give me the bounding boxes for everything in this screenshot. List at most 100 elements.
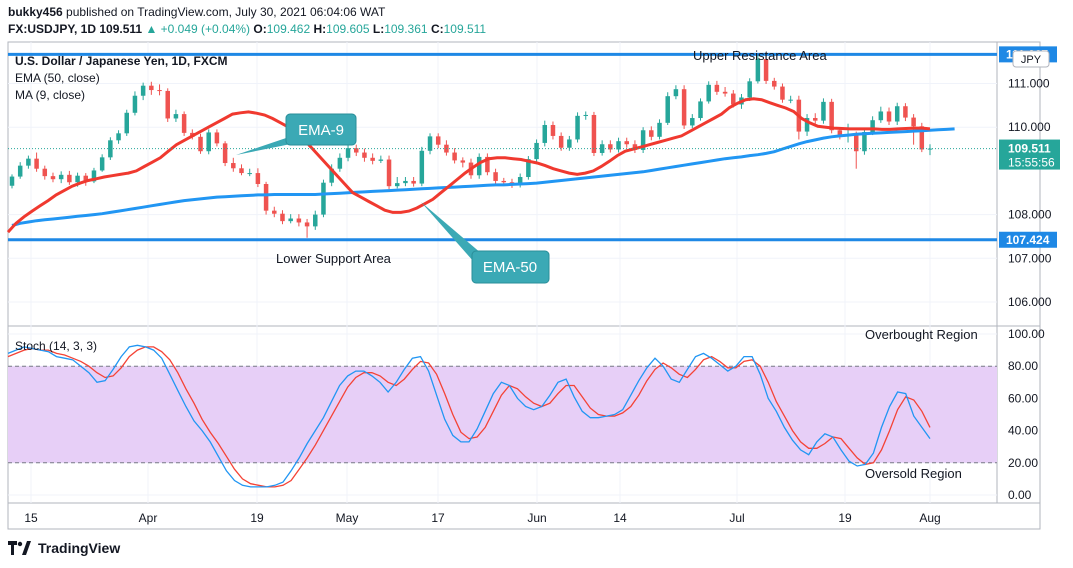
candle[interactable] (894, 102, 900, 126)
candle[interactable] (599, 140, 605, 156)
candle[interactable] (534, 139, 539, 163)
candle[interactable] (280, 210, 285, 225)
candle[interactable] (903, 103, 908, 122)
candle[interactable] (140, 82, 146, 101)
candle[interactable] (681, 85, 687, 129)
candle[interactable] (452, 148, 457, 164)
candle[interactable] (222, 141, 228, 167)
candle[interactable] (337, 153, 343, 172)
candle[interactable] (116, 130, 121, 144)
candle[interactable] (263, 181, 269, 215)
candle[interactable] (583, 111, 589, 120)
candle[interactable] (886, 107, 892, 126)
candle[interactable] (370, 153, 375, 165)
candle[interactable] (321, 179, 326, 218)
candle[interactable] (772, 77, 777, 90)
stoch-k-line[interactable] (7, 344, 931, 488)
candle[interactable] (157, 84, 162, 96)
ema50-line[interactable] (11, 127, 955, 227)
candle[interactable] (99, 154, 105, 172)
candle[interactable] (476, 153, 482, 179)
candle[interactable] (665, 92, 670, 126)
candle[interactable] (411, 177, 416, 187)
candle[interactable] (485, 153, 490, 176)
candle[interactable] (34, 152, 39, 172)
candle[interactable] (362, 148, 367, 162)
candle[interactable] (550, 121, 556, 140)
candle[interactable] (714, 80, 720, 95)
candle[interactable] (427, 133, 433, 155)
candle[interactable] (804, 114, 810, 136)
ema9-line[interactable] (6, 97, 931, 234)
candle[interactable] (296, 214, 302, 227)
candle[interactable] (83, 173, 89, 186)
candle[interactable] (26, 155, 31, 169)
candle[interactable] (575, 112, 580, 143)
candle[interactable] (845, 123, 851, 143)
tradingview-logo[interactable]: TradingView (8, 540, 120, 556)
candle[interactable] (788, 95, 793, 104)
candle[interactable] (173, 109, 179, 122)
author-name[interactable]: bukky456 (8, 5, 63, 19)
candle[interactable] (42, 165, 48, 180)
candle[interactable] (378, 155, 384, 164)
candle[interactable] (649, 126, 654, 141)
candle[interactable] (813, 113, 818, 124)
currency-badge[interactable]: JPY (1012, 50, 1050, 68)
candle[interactable] (419, 146, 425, 187)
candle[interactable] (50, 172, 56, 183)
candle[interactable] (214, 129, 220, 147)
candle[interactable] (542, 120, 548, 147)
candle[interactable] (624, 137, 629, 148)
candle[interactable] (394, 177, 400, 189)
stoch-d-line[interactable] (7, 346, 931, 488)
candle[interactable] (780, 83, 785, 103)
candle[interactable] (231, 157, 236, 172)
candle[interactable] (435, 133, 441, 149)
candle[interactable] (821, 98, 826, 124)
candle[interactable] (690, 114, 695, 129)
candle[interactable] (149, 81, 154, 95)
candle[interactable] (9, 174, 15, 189)
candle[interactable] (272, 206, 277, 218)
candle[interactable] (763, 55, 769, 84)
candle[interactable] (132, 91, 138, 116)
candle[interactable] (354, 144, 359, 157)
candle[interactable] (591, 111, 597, 157)
candle[interactable] (239, 164, 244, 176)
candle[interactable] (67, 170, 72, 185)
candle[interactable] (493, 168, 498, 184)
candle[interactable] (878, 106, 884, 123)
candle[interactable] (747, 78, 752, 101)
ema9-callout[interactable]: EMA-9 (236, 113, 357, 155)
candle[interactable] (755, 55, 761, 84)
candle[interactable] (288, 214, 293, 224)
candle[interactable] (616, 137, 621, 153)
candle[interactable] (558, 132, 564, 151)
candle[interactable] (386, 155, 392, 190)
candle[interactable] (444, 140, 449, 156)
candle[interactable] (673, 85, 679, 100)
candle[interactable] (698, 98, 703, 121)
candle[interactable] (17, 162, 23, 179)
candle[interactable] (640, 127, 646, 153)
candle[interactable] (304, 218, 310, 238)
candle[interactable] (706, 81, 711, 104)
ema50-callout[interactable]: EMA-50 (421, 202, 550, 284)
candle[interactable] (345, 144, 351, 162)
candle[interactable] (198, 133, 203, 154)
candle[interactable] (255, 168, 261, 188)
candle[interactable] (313, 210, 318, 230)
candle[interactable] (124, 109, 130, 136)
candle[interactable] (657, 119, 662, 140)
candle[interactable] (722, 87, 728, 97)
candle[interactable] (247, 168, 252, 177)
candle[interactable] (403, 177, 408, 187)
candle[interactable] (58, 171, 64, 184)
candle[interactable] (181, 111, 187, 136)
candle[interactable] (608, 140, 613, 153)
candle[interactable] (460, 157, 466, 168)
candle[interactable] (927, 144, 933, 156)
candle[interactable] (853, 131, 859, 169)
